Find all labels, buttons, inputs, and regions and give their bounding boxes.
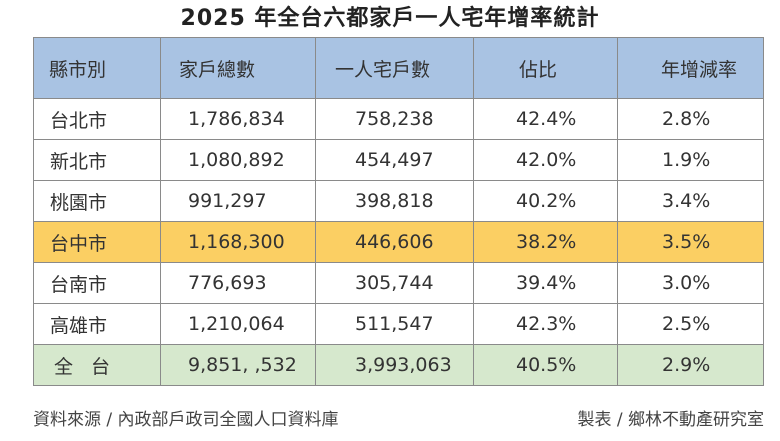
city-cell: 新北市 <box>33 139 161 181</box>
column-header-single-households: 一人宅戶數 <box>315 37 474 99</box>
households-cell: 1,786,834 <box>160 98 316 140</box>
city-cell: 台北市 <box>33 98 161 140</box>
single-households-cell: 305,744 <box>315 262 474 304</box>
single-households-cell: 398,818 <box>315 180 474 222</box>
share-cell: 40.2% <box>473 180 618 222</box>
share-cell: 39.4% <box>473 262 618 304</box>
share-cell: 38.2% <box>473 221 618 263</box>
single-households-cell: 511,547 <box>315 303 474 345</box>
city-cell: 台南市 <box>33 262 161 304</box>
city-cell: 全台 <box>33 344 161 386</box>
table-row: 新北市 1,080,892 454,497 42.0% 1.9% <box>33 139 764 181</box>
table-row: 台北市 1,786,834 758,238 42.4% 2.8% <box>33 98 764 140</box>
single-households-cell: 454,497 <box>315 139 474 181</box>
table-row: 高雄市 1,210,064 511,547 42.3% 2.5% <box>33 303 764 345</box>
households-cell: 1,168,300 <box>160 221 316 263</box>
growth-rate-cell: 3.5% <box>617 221 764 263</box>
growth-rate-cell: 2.9% <box>617 344 764 386</box>
households-cell: 991,297 <box>160 180 316 222</box>
growth-rate-cell: 1.9% <box>617 139 764 181</box>
column-header-city: 縣市別 <box>33 37 161 99</box>
data-source-note: 資料來源 / 內政部戶政司全國人口資料庫 <box>33 410 339 430</box>
table-maker-note: 製表 / 鄉林不動產研究室 <box>577 410 764 430</box>
column-header-households: 家戶總數 <box>160 37 316 99</box>
growth-rate-cell: 2.5% <box>617 303 764 345</box>
single-households-cell: 446,606 <box>315 221 474 263</box>
growth-rate-cell: 3.0% <box>617 262 764 304</box>
city-cell: 桃園市 <box>33 180 161 222</box>
share-cell: 42.3% <box>473 303 618 345</box>
table-row-highlighted: 台中市 1,168,300 446,606 38.2% 3.5% <box>33 221 764 263</box>
households-cell: 9,851, ,532 <box>160 344 316 386</box>
households-cell: 1,210,064 <box>160 303 316 345</box>
table-row: 台南市 776,693 305,744 39.4% 3.0% <box>33 262 764 304</box>
growth-rate-cell: 3.4% <box>617 180 764 222</box>
city-cell: 台中市 <box>33 221 161 263</box>
column-header-growth-rate: 年增減率 <box>617 37 764 99</box>
share-cell: 42.0% <box>473 139 618 181</box>
share-cell: 40.5% <box>473 344 618 386</box>
single-households-cell: 3,993,063 <box>315 344 474 386</box>
single-households-cell: 758,238 <box>315 98 474 140</box>
growth-rate-cell: 2.8% <box>617 98 764 140</box>
table-row: 桃園市 991,297 398,818 40.2% 3.4% <box>33 180 764 222</box>
city-cell: 高雄市 <box>33 303 161 345</box>
table-row-total: 全台 9,851, ,532 3,993,063 40.5% 2.9% <box>33 344 764 386</box>
households-cell: 1,080,892 <box>160 139 316 181</box>
household-stats-table: 縣市別 家戶總數 一人宅戶數 佔比 年增減率 台北市 1,786,834 758… <box>33 37 764 386</box>
column-header-share: 佔比 <box>473 37 618 99</box>
households-cell: 776,693 <box>160 262 316 304</box>
page-title: 2025 年全台六都家戶一人宅年增率統計 <box>180 6 600 31</box>
share-cell: 42.4% <box>473 98 618 140</box>
table-header-row: 縣市別 家戶總數 一人宅戶數 佔比 年增減率 <box>33 37 764 99</box>
